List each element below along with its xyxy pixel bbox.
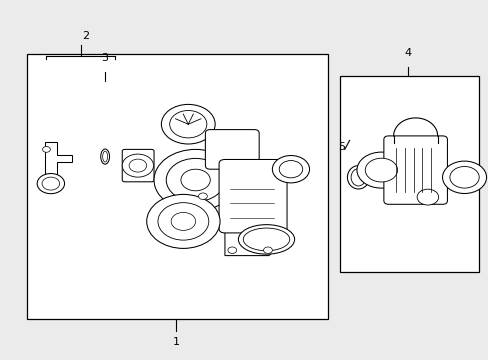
Text: 1: 1 xyxy=(172,337,179,347)
Circle shape xyxy=(449,166,478,188)
Text: 4: 4 xyxy=(404,48,411,58)
Polygon shape xyxy=(224,196,276,256)
FancyBboxPatch shape xyxy=(205,130,259,169)
Circle shape xyxy=(166,158,224,202)
FancyBboxPatch shape xyxy=(219,159,286,233)
Circle shape xyxy=(161,104,215,144)
Circle shape xyxy=(42,177,60,190)
Circle shape xyxy=(198,193,207,199)
Circle shape xyxy=(356,152,405,188)
Text: 5: 5 xyxy=(337,142,344,152)
Circle shape xyxy=(129,159,146,172)
Circle shape xyxy=(154,149,237,211)
Text: 2: 2 xyxy=(82,31,89,41)
FancyBboxPatch shape xyxy=(383,136,447,204)
Ellipse shape xyxy=(238,225,294,254)
Circle shape xyxy=(272,156,309,183)
Circle shape xyxy=(227,247,236,253)
Ellipse shape xyxy=(102,151,107,162)
Circle shape xyxy=(122,154,153,177)
FancyBboxPatch shape xyxy=(122,149,154,182)
Circle shape xyxy=(169,111,206,138)
Ellipse shape xyxy=(350,168,365,186)
Ellipse shape xyxy=(243,228,289,251)
Circle shape xyxy=(158,203,208,240)
Bar xyxy=(27,54,327,319)
Circle shape xyxy=(416,189,438,205)
Circle shape xyxy=(171,212,195,230)
Ellipse shape xyxy=(346,166,369,189)
Polygon shape xyxy=(45,142,72,176)
Circle shape xyxy=(181,169,210,191)
Circle shape xyxy=(42,147,50,152)
Circle shape xyxy=(365,158,397,182)
Circle shape xyxy=(37,174,64,194)
Text: 3: 3 xyxy=(102,53,108,63)
Circle shape xyxy=(279,161,302,178)
Circle shape xyxy=(442,161,486,193)
Circle shape xyxy=(263,247,272,253)
Bar xyxy=(339,76,478,272)
Circle shape xyxy=(146,194,220,248)
Ellipse shape xyxy=(101,149,109,164)
